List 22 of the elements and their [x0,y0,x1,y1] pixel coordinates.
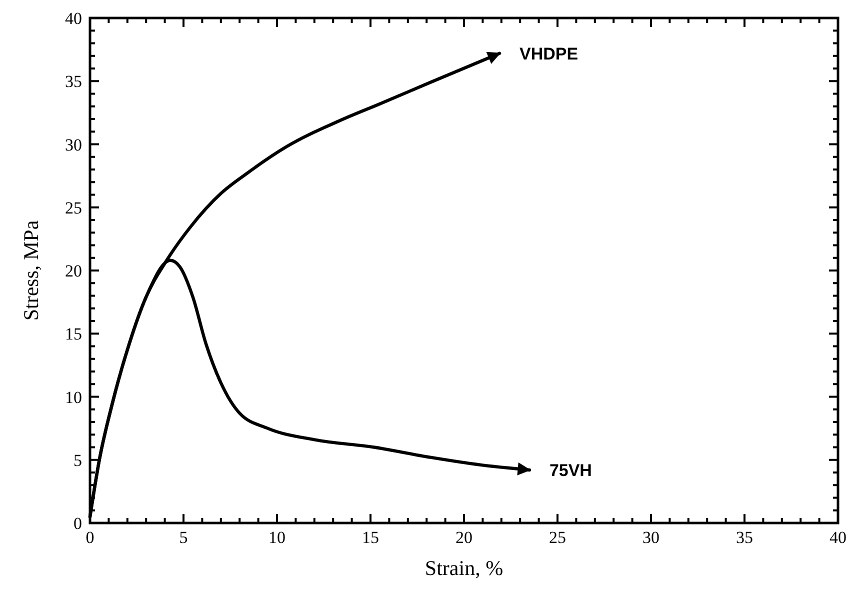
series-label: 75VH [549,460,592,480]
y-tick-label: 15 [65,324,82,344]
x-tick-label: 10 [268,528,286,547]
y-tick-label: 10 [65,388,82,407]
x-tick-label: 30 [642,528,660,547]
y-tick-label: 5 [74,450,82,470]
y-tick-label: 30 [65,135,82,154]
x-tick-label: 15 [362,528,379,547]
legend-label: VHDPE [520,44,578,64]
x-tick-label: 20 [456,528,472,547]
y-tick-label: 0 [74,514,82,533]
x-tick-label: 25 [549,528,566,547]
x-tick-label: 40 [830,528,846,547]
y-tick-label: 25 [65,198,82,218]
y-axis-title: Stress, MPa [19,220,43,321]
x-tick-label: 0 [86,528,94,547]
x-tick-label: 5 [179,528,188,547]
x-axis-title: Strain, % [424,556,504,580]
y-tick-label: 40 [65,9,82,28]
y-tick-label: 20 [65,262,82,280]
y-tick-label: 35 [65,72,82,92]
x-tick-label: 35 [736,528,753,547]
